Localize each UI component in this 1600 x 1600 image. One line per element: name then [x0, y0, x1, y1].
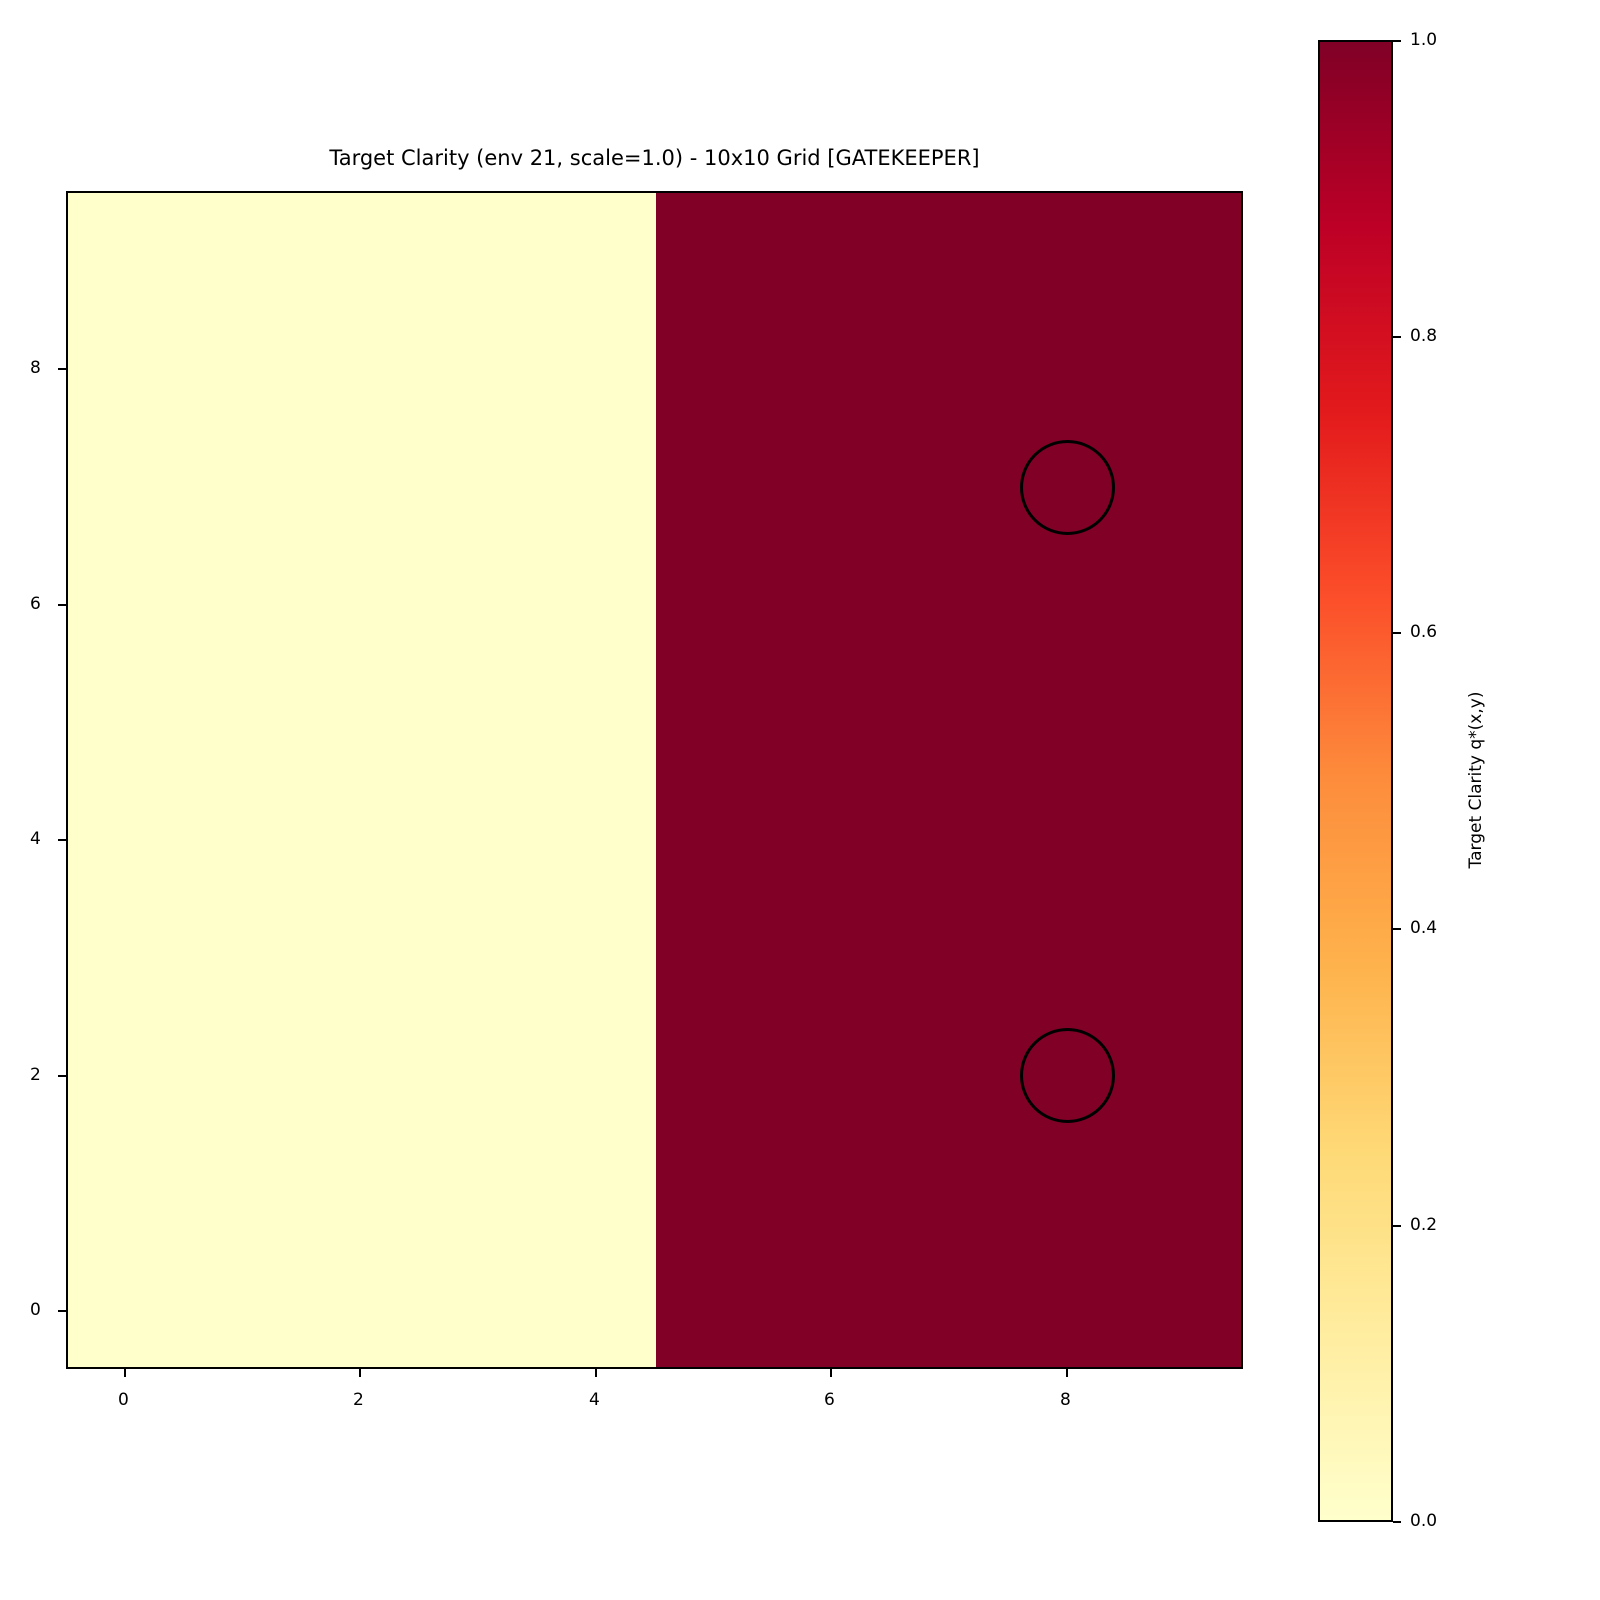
- colorbar-label: Target Clarity q*(x,y): [1466, 691, 1486, 869]
- y-tick-label: 6: [30, 594, 41, 614]
- heatmap-plot-area: [66, 191, 1243, 1369]
- x-tick-label: 0: [118, 1390, 129, 1410]
- low-value-region: [68, 193, 656, 1367]
- colorbar-tick-label: 1.0: [1410, 30, 1438, 50]
- y-tick-label: 2: [30, 1065, 41, 1085]
- colorbar-tick-label: 0.4: [1410, 918, 1438, 938]
- marker-circle-lower: [1020, 1028, 1115, 1123]
- colorbar-tick-label: 0.8: [1410, 326, 1438, 346]
- colorbar-tick-label: 0.0: [1410, 1511, 1438, 1531]
- chart-title: Target Clarity (env 21, scale=1.0) - 10x…: [329, 146, 980, 170]
- x-tick-label: 8: [1060, 1390, 1071, 1410]
- colorbar-tick-label: 0.2: [1410, 1215, 1438, 1235]
- high-value-region: [656, 193, 1241, 1367]
- colorbar-tick-label: 0.6: [1410, 622, 1438, 642]
- y-tick-label: 8: [30, 358, 41, 378]
- y-tick-label: 4: [30, 829, 41, 849]
- colorbar: [1318, 40, 1393, 1522]
- y-tick-label: 0: [30, 1300, 41, 1320]
- x-tick-label: 2: [353, 1390, 364, 1410]
- x-tick-label: 4: [589, 1390, 600, 1410]
- x-tick-label: 6: [824, 1390, 835, 1410]
- marker-circle-upper: [1020, 440, 1115, 535]
